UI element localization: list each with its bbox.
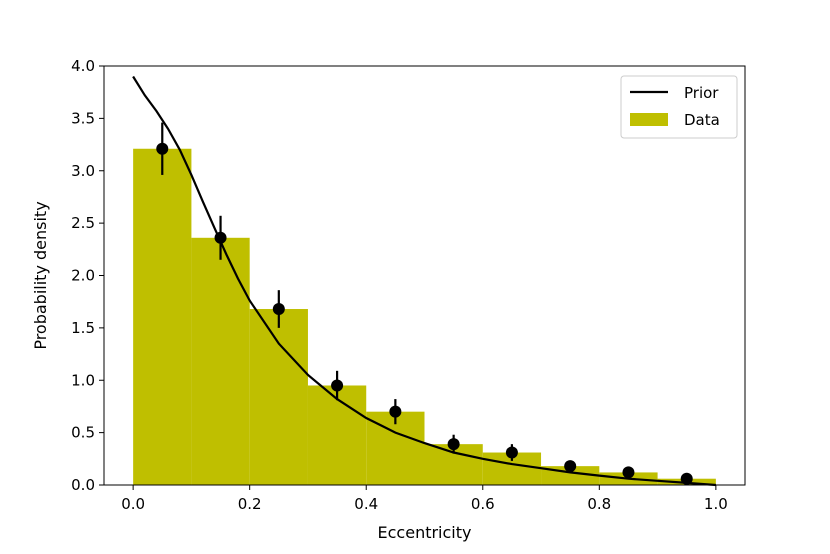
data-point [272, 303, 285, 316]
legend-data-label: Data [684, 111, 720, 129]
data-point [622, 466, 635, 479]
y-tick-label: 1.5 [71, 319, 95, 337]
y-tick-label: 0.5 [71, 424, 95, 442]
x-tick-label: 1.0 [704, 495, 728, 513]
y-tick-label: 2.5 [71, 214, 95, 232]
data-point [680, 472, 693, 485]
histogram-bar [307, 385, 367, 485]
y-tick-label: 0.0 [71, 476, 95, 494]
x-tick-label: 0.0 [121, 495, 145, 513]
x-axis-ticks: 0.0 0.2 0.4 0.6 0.8 1.0 [121, 485, 728, 513]
x-tick-label: 0.4 [354, 495, 378, 513]
histogram-bar [249, 309, 308, 485]
y-tick-label: 1.0 [71, 371, 95, 389]
data-point [564, 460, 577, 473]
legend: Prior Data [620, 75, 738, 139]
histogram-bars [133, 148, 716, 485]
data-point [389, 405, 402, 418]
legend-data-swatch [630, 113, 668, 126]
data-points [156, 122, 693, 485]
data-point [331, 379, 344, 392]
histogram-bar [133, 148, 192, 485]
legend-prior-label: Prior [684, 84, 719, 102]
x-tick-label: 0.6 [471, 495, 495, 513]
y-tick-label: 3.0 [71, 162, 95, 180]
x-axis-label: Eccentricity [378, 523, 472, 542]
y-tick-label: 2.0 [71, 267, 95, 285]
x-tick-label: 0.2 [238, 495, 262, 513]
data-point [156, 142, 169, 155]
histogram-bar [191, 237, 250, 485]
x-tick-label: 0.8 [587, 495, 611, 513]
data-point [447, 438, 460, 451]
y-tick-label: 3.5 [71, 109, 95, 127]
data-point [214, 231, 227, 244]
y-tick-label: 4.0 [71, 57, 95, 75]
y-axis-ticks: 0.0 0.5 1.0 1.5 2.0 2.5 3.0 3.5 4.0 [71, 57, 104, 494]
y-axis-label: Probability density [31, 201, 50, 349]
data-point [505, 446, 518, 459]
